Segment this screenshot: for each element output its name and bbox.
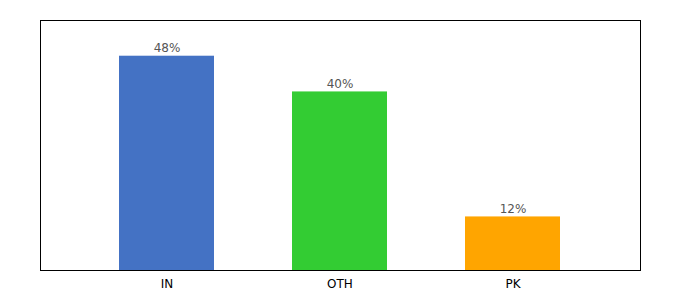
svg-text:48%: 48% (154, 41, 181, 55)
svg-text:PK: PK (505, 277, 521, 291)
svg-text:OTH: OTH (327, 277, 353, 291)
svg-text:40%: 40% (327, 77, 354, 91)
svg-text:IN: IN (161, 277, 174, 291)
svg-text:12%: 12% (500, 202, 527, 216)
